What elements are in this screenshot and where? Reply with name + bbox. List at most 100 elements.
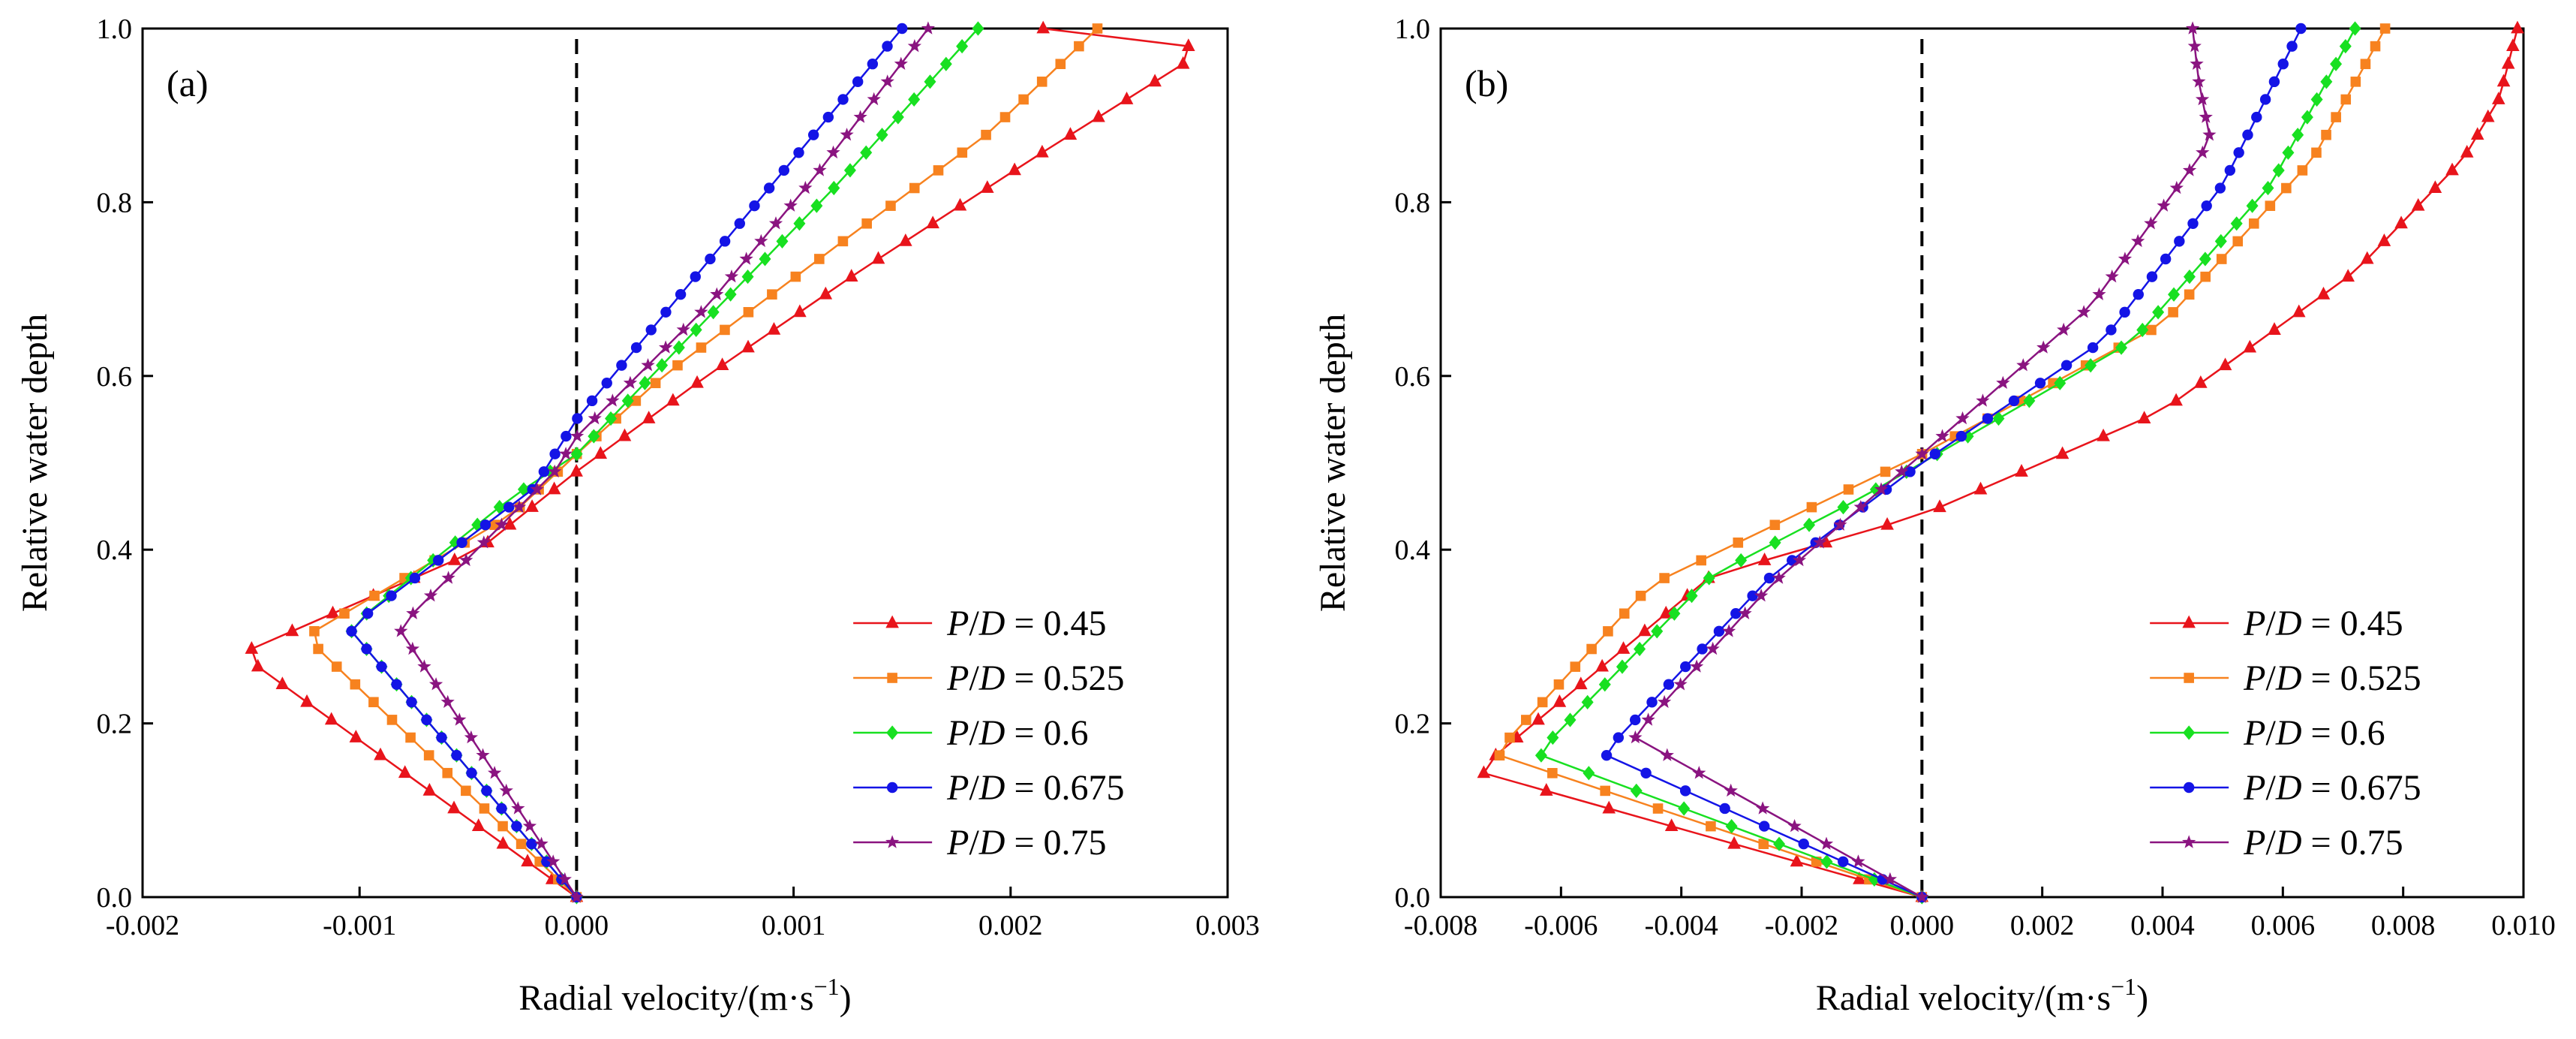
data-point [2292, 128, 2304, 143]
x-tick-label: 0.006 [2251, 910, 2316, 941]
data-point [1581, 694, 1594, 709]
data-point [1787, 555, 1798, 566]
legend-marker [885, 835, 900, 848]
data-point [1148, 74, 1162, 87]
data-point [1874, 482, 1889, 495]
data-point [2360, 59, 2371, 70]
y-tick-label: 1.0 [1395, 14, 1431, 45]
data-point [793, 147, 804, 158]
x-axis-label: Radial velocity/(m·s−1) [1816, 973, 2148, 1018]
data-point [1904, 466, 1916, 477]
data-point [300, 694, 314, 707]
data-point [656, 358, 669, 373]
series-0_6 [1534, 21, 2361, 905]
data-point [1798, 838, 1809, 850]
data-point [391, 679, 402, 690]
data-point [2201, 200, 2212, 212]
legend-marker [885, 615, 899, 628]
y-tick-label: 0.8 [97, 187, 133, 218]
legend-equals: = [2302, 658, 2340, 698]
data-point [405, 732, 416, 743]
data-point [1973, 481, 1988, 495]
data-point [1727, 836, 1741, 849]
data-point [1036, 20, 1050, 34]
data-point [1679, 785, 1691, 797]
data-point [810, 198, 823, 213]
data-point [481, 785, 492, 797]
data-point [559, 447, 573, 460]
data-point [1616, 659, 1628, 674]
data-point [2214, 233, 2227, 249]
x-tick-label: 0.001 [762, 910, 826, 941]
legend-slash: / [969, 604, 979, 643]
data-point [2265, 200, 2276, 211]
data-point [2272, 163, 2285, 178]
data-point [2470, 127, 2484, 140]
data-point [882, 41, 893, 52]
data-point [503, 501, 515, 513]
data-point [790, 271, 801, 282]
legend-marker [886, 725, 899, 740]
data-point [741, 339, 755, 353]
x-tick-label: 0.000 [1890, 910, 1955, 941]
data-point [2501, 56, 2515, 69]
data-point [2133, 289, 2144, 300]
legend-equals: = [1005, 604, 1043, 643]
data-point [2481, 109, 2495, 122]
data-point [561, 430, 572, 442]
data-point [1547, 730, 1559, 745]
data-point [645, 324, 657, 336]
data-point [822, 111, 834, 123]
data-point [710, 287, 724, 300]
data-point [724, 270, 739, 283]
data-point [476, 535, 491, 549]
data-point [641, 358, 655, 372]
data-point [885, 200, 896, 211]
data-point [1600, 785, 1610, 797]
legend-var-d: D [2275, 658, 2302, 698]
data-point [1658, 694, 1672, 709]
data-point [448, 552, 461, 565]
data-point [1092, 109, 1105, 122]
data-point [346, 625, 357, 637]
data-point [861, 218, 872, 229]
legend-equals: = [2302, 768, 2340, 808]
x-tick-label: -0.008 [1404, 910, 1477, 941]
data-point [339, 608, 350, 619]
legend-var-p: P [2243, 604, 2265, 643]
data-point [2199, 110, 2213, 123]
data-point [672, 340, 685, 355]
data-point [549, 448, 561, 459]
legend-value: 0.75 [1044, 823, 1107, 863]
data-point [1915, 447, 1929, 460]
data-point [767, 322, 781, 335]
data-point [1763, 572, 1775, 584]
data-point [675, 288, 687, 300]
data-point [2233, 147, 2244, 158]
data-point [957, 147, 968, 158]
data-point [763, 182, 775, 194]
data-point [2268, 76, 2280, 88]
legend-equals: = [2302, 604, 2340, 643]
legend-value: 0.6 [2340, 713, 2385, 753]
data-point [2169, 180, 2184, 194]
data-point [933, 165, 944, 176]
data-point [813, 163, 827, 176]
x-axis-label-close: ) [2136, 978, 2148, 1018]
series-0_6 [345, 21, 984, 905]
data-point [672, 360, 683, 371]
data-point [1018, 94, 1029, 105]
data-point [2190, 56, 2204, 70]
legend-slash: / [969, 713, 979, 753]
data-point [621, 393, 634, 408]
data-point [1531, 712, 1545, 725]
y-tick-label: 0.8 [1395, 187, 1431, 218]
data-point [2511, 20, 2524, 34]
data-point [275, 676, 290, 690]
legend-label: P/D = 0.6 [2243, 713, 2385, 753]
data-point [1757, 553, 1772, 565]
data-point [2281, 182, 2292, 194]
data-point [956, 39, 969, 54]
data-point [1747, 590, 1758, 601]
data-point [1477, 765, 1491, 778]
